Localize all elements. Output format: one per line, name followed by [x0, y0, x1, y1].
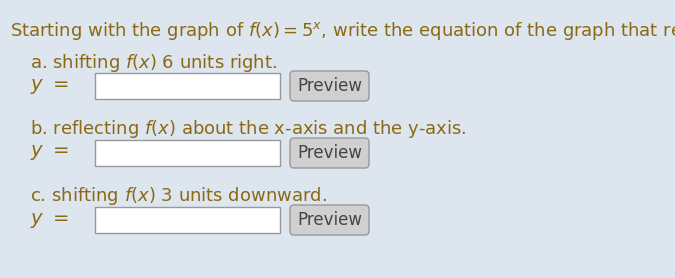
Text: Preview: Preview: [297, 77, 362, 95]
Text: c. shifting $\mathit{f}(x)$ 3 units downward.: c. shifting $\mathit{f}(x)$ 3 units down…: [30, 185, 327, 207]
FancyBboxPatch shape: [95, 207, 280, 233]
Text: b. reflecting $\mathit{f}(x)$ about the x-axis and the y-axis.: b. reflecting $\mathit{f}(x)$ about the …: [30, 118, 466, 140]
Text: $y\ =$: $y\ =$: [30, 210, 69, 230]
Text: $y\ =$: $y\ =$: [30, 76, 69, 96]
FancyBboxPatch shape: [95, 73, 280, 99]
FancyBboxPatch shape: [290, 205, 369, 235]
Text: Starting with the graph of $\mathit{f}(x) = 5^x$, write the equation of the grap: Starting with the graph of $\mathit{f}(x…: [10, 20, 675, 42]
FancyBboxPatch shape: [290, 71, 369, 101]
Text: Preview: Preview: [297, 211, 362, 229]
Text: a. shifting $\mathit{f}(x)$ 6 units right.: a. shifting $\mathit{f}(x)$ 6 units righ…: [30, 52, 277, 74]
FancyBboxPatch shape: [290, 138, 369, 168]
FancyBboxPatch shape: [95, 140, 280, 166]
Text: Preview: Preview: [297, 144, 362, 162]
Text: $y\ =$: $y\ =$: [30, 143, 69, 163]
